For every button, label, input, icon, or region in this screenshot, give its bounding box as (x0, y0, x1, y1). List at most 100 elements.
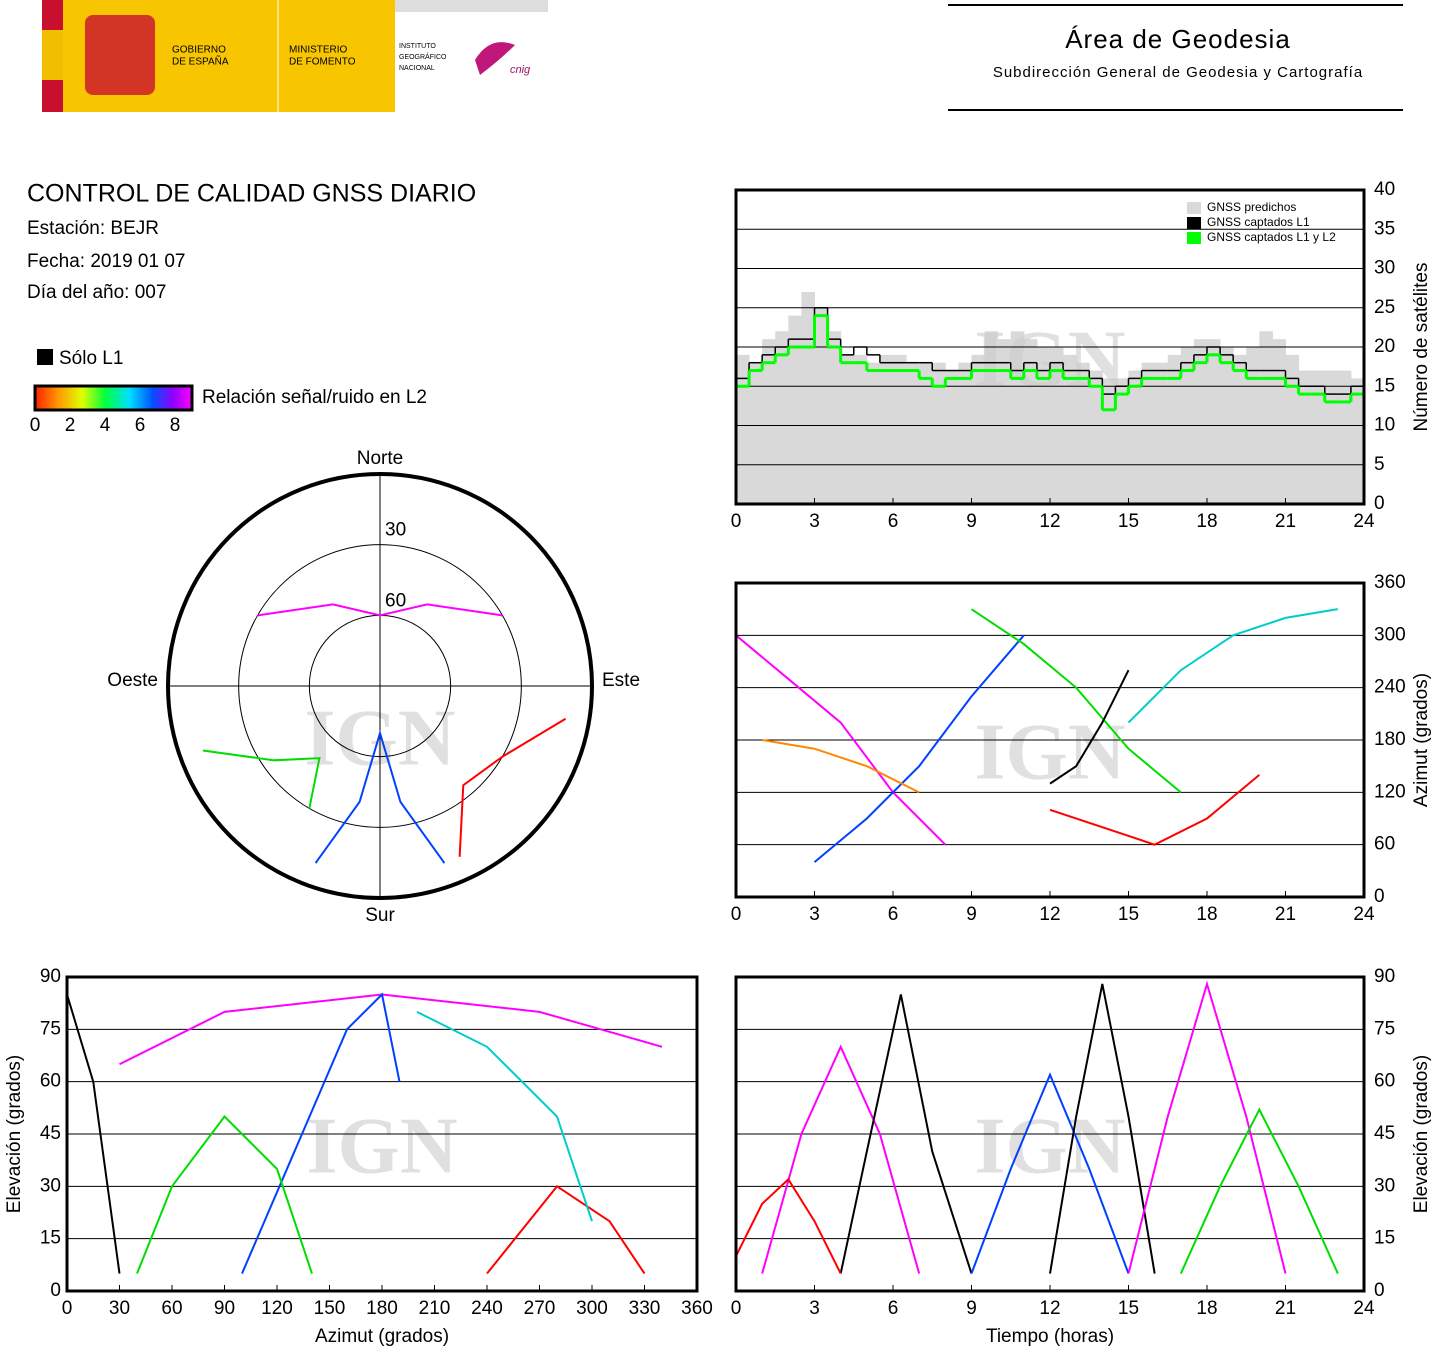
x-tick-label: 3 (809, 904, 820, 925)
predicted-bar (801, 292, 815, 504)
predicted-bar (1128, 370, 1143, 504)
y-tick-label: 45 (40, 1123, 61, 1144)
track (1127, 608, 1338, 724)
y-axis-label: Azimut (grados) (1411, 673, 1432, 807)
track (66, 994, 121, 1274)
x-tick-label: 360 (681, 1298, 713, 1319)
x-tick-label: 9 (966, 1298, 977, 1319)
track (1179, 1107, 1339, 1274)
track (1049, 669, 1130, 785)
track (970, 1072, 1130, 1274)
track (813, 634, 1025, 863)
x-tick-label: 6 (888, 1298, 899, 1319)
predicted-bar (775, 331, 789, 504)
predicted-bar (971, 354, 986, 504)
x-axis-label: Tiempo (horas) (986, 1326, 1114, 1347)
colorbar-tick: 4 (100, 415, 111, 436)
track (416, 1010, 593, 1222)
x-tick-label: 15 (1118, 904, 1139, 925)
colorbar (33, 384, 194, 412)
x-tick-label: 6 (888, 511, 899, 532)
x-tick-label: 270 (524, 1298, 556, 1319)
track (839, 994, 973, 1274)
predicted-bar (1207, 339, 1221, 504)
x-tick-label: 18 (1196, 511, 1217, 532)
legend-label: GNSS predichos (1207, 200, 1296, 214)
logo-text: cnig (510, 64, 531, 76)
x-tick-label: 0 (731, 904, 742, 925)
predicted-bar (1115, 378, 1129, 504)
plot-frame (734, 975, 1366, 1293)
predicted-bar (749, 362, 763, 504)
y-tick-label: 0 (50, 1280, 61, 1301)
y-tick-label: 0 (1374, 1280, 1385, 1301)
y-tick-label: 35 (1374, 218, 1395, 239)
x-tick-label: 12 (1039, 904, 1060, 925)
predicted-bar (1311, 370, 1326, 504)
x-tick-label: 18 (1196, 1298, 1217, 1319)
predicted-bar (958, 362, 972, 504)
x-tick-label: 21 (1275, 904, 1296, 925)
track (1127, 980, 1287, 1274)
y-tick-label: 360 (1374, 572, 1406, 593)
legend-label: GNSS captados L1 y L2 (1207, 230, 1336, 244)
predicted-bar (1193, 339, 1208, 504)
plot-frame (734, 581, 1366, 899)
colorbar-tick: 6 (135, 415, 146, 436)
y-tick-label: 15 (1374, 375, 1395, 396)
logo-text: INSTITUTO (399, 43, 436, 50)
track (458, 717, 567, 857)
predicted-bar (1089, 370, 1103, 504)
y-tick-label: 90 (1374, 966, 1395, 987)
y-tick-label: 60 (1374, 1071, 1395, 1092)
y-tick-label: 60 (1374, 834, 1395, 855)
colorbar-tick: 8 (170, 415, 181, 436)
x-tick-label: 3 (809, 511, 820, 532)
legend-swatch (1187, 217, 1201, 229)
y-tick-label: 40 (1374, 179, 1395, 200)
bar (395, 0, 548, 12)
track (486, 1184, 646, 1275)
y-tick-label: 15 (40, 1228, 61, 1249)
plot-frame (734, 188, 1366, 506)
x-tick-label: 180 (366, 1298, 398, 1319)
x-axis-label: Azimut (grados) (315, 1326, 449, 1347)
predicted-bar (1154, 362, 1169, 504)
predicted-bar (1063, 354, 1077, 504)
y-tick-label: 15 (1374, 1228, 1395, 1249)
predicted-bar (1010, 331, 1025, 504)
x-tick-label: 6 (888, 904, 899, 925)
track (136, 1115, 313, 1274)
predicted-bar (1023, 339, 1038, 504)
colorbar-tick: 0 (30, 415, 41, 436)
predicted-bar (1337, 370, 1352, 504)
y-tick-label: 30 (40, 1175, 61, 1196)
report-title: CONTROL DE CALIDAD GNSS DIARIO (27, 180, 476, 208)
logo-text: GEOGRÁFICO (399, 52, 447, 61)
watermark: IGN (974, 315, 1125, 403)
predicted-bar (840, 354, 855, 504)
track (257, 603, 503, 617)
track (762, 739, 920, 794)
area-title: Área de Geodesia (1065, 24, 1291, 54)
predicted-bar (827, 331, 842, 504)
track (202, 749, 321, 809)
x-tick-label: 0 (731, 1298, 742, 1319)
predicted-bar (1233, 354, 1247, 504)
logo-text: DE FOMENTO (289, 57, 356, 68)
watermark: IGN (306, 1102, 457, 1190)
y-tick-label: 240 (1374, 677, 1406, 698)
y-tick-label: 5 (1374, 454, 1385, 475)
track (314, 729, 446, 864)
predicted-bar (1167, 354, 1182, 504)
colorbar-tick: 2 (65, 415, 76, 436)
x-tick-label: 24 (1353, 1298, 1375, 1319)
predicted-bar (866, 362, 881, 504)
y-tick-label: 25 (1374, 297, 1395, 318)
y-tick-label: 0 (1374, 886, 1385, 907)
x-tick-label: 18 (1196, 904, 1217, 925)
predicted-bar (1076, 362, 1090, 504)
x-tick-label: 90 (214, 1298, 235, 1319)
watermark: IGN (974, 708, 1125, 796)
